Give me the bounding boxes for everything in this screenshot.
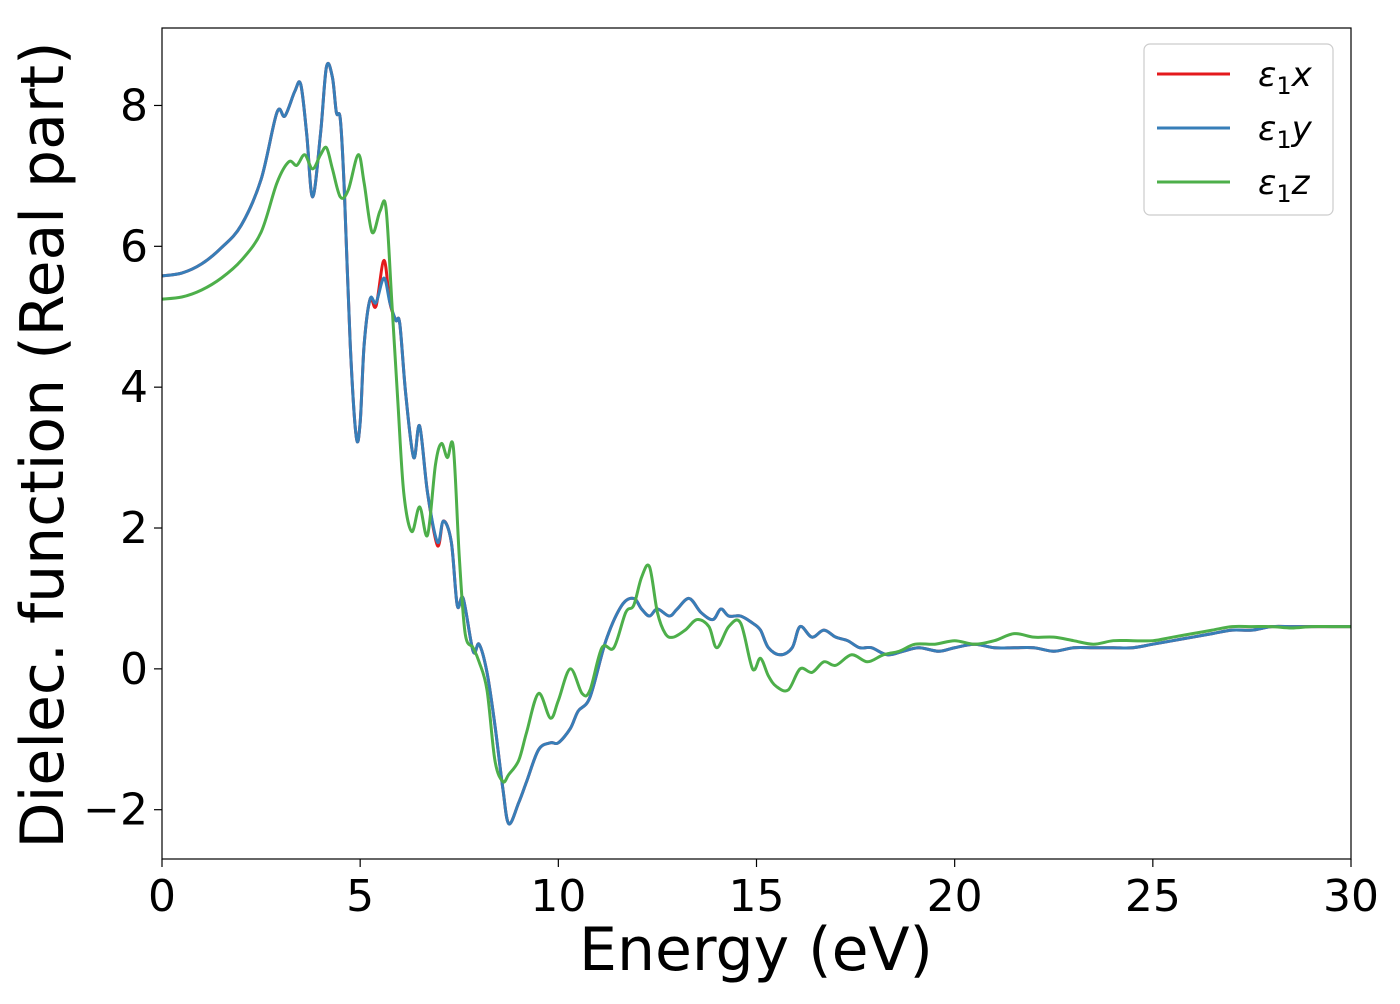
y-tick-label: 6 (120, 221, 148, 272)
x-tick-label: 15 (729, 871, 785, 922)
x-tick-label: 10 (530, 871, 586, 922)
x-tick-label: 30 (1323, 871, 1379, 922)
x-tick-label: 5 (346, 871, 374, 922)
y-tick-label: 2 (120, 503, 148, 554)
y-tick-label: 8 (120, 80, 148, 131)
series-line-y (162, 61, 1351, 826)
y-axis: −2 0 2 4 6 8 (83, 80, 162, 836)
legend: ε1x ε1y ε1z (1143, 43, 1334, 216)
y-tick-label: 0 (120, 644, 148, 695)
y-axis-label: Dielec. function (Real part) (8, 42, 78, 849)
legend-label-x: ε1x (1258, 55, 1313, 100)
x-tick-label: 0 (148, 871, 176, 922)
y-tick-label: 4 (120, 362, 148, 413)
legend-box (1143, 43, 1334, 216)
y-tick-label: −2 (83, 785, 148, 836)
x-tick-label: 25 (1125, 871, 1181, 922)
legend-label-y: ε1y (1258, 109, 1313, 154)
legend-label-z: ε1z (1258, 163, 1311, 208)
x-axis-label: Energy (eV) (579, 915, 933, 985)
x-axis: 0 5 10 15 20 25 30 (148, 859, 1379, 922)
plot-area (162, 61, 1351, 826)
x-tick-label: 20 (927, 871, 983, 922)
series-line-z (162, 145, 1351, 784)
